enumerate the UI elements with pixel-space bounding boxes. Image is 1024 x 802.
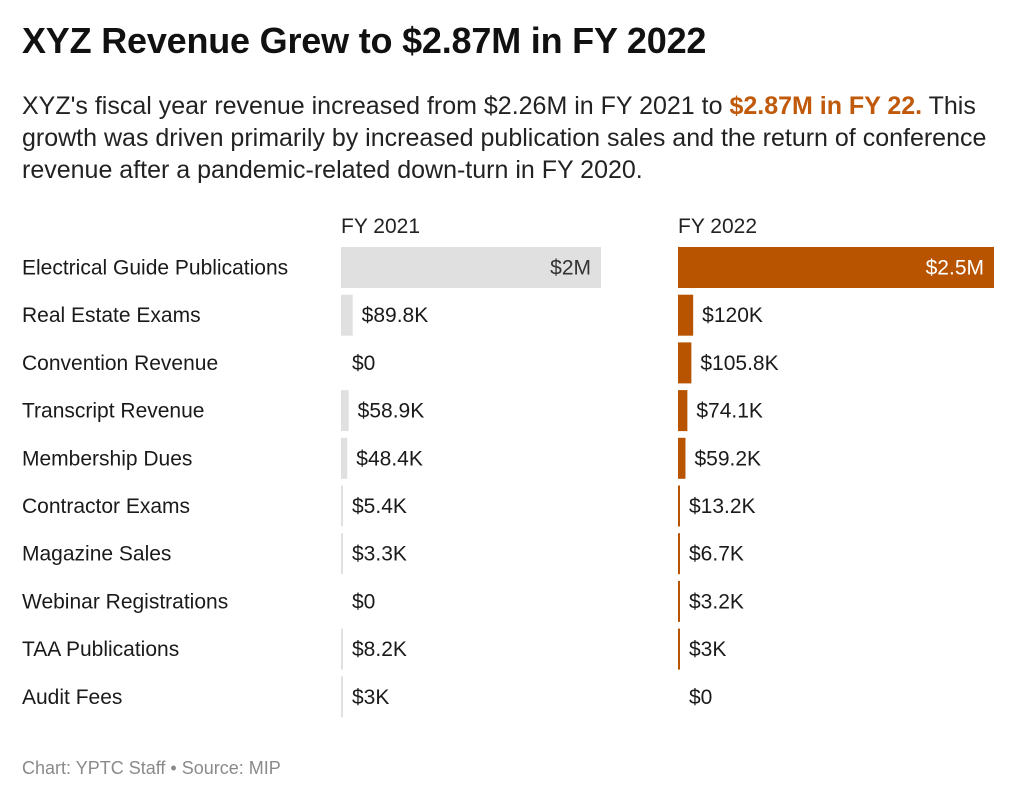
bar-fy-2022-magazine-sales	[678, 533, 680, 575]
value-label-fy-2022-contractor-exams: $13.2K	[689, 495, 756, 518]
chart-subtitle: XYZ's fiscal year revenue increased from…	[22, 90, 1002, 186]
footer-source: Source: MIP	[181, 758, 281, 778]
bar-fy-2021-transcript-revenue	[341, 390, 349, 432]
category-label-real-estate-exams: Real Estate Exams	[22, 304, 201, 327]
bar-fy-2021-taa-publications	[341, 628, 343, 670]
value-label-fy-2022-real-estate-exams: $120K	[702, 304, 763, 327]
category-label-taa-publications: TAA Publications	[22, 638, 179, 661]
category-label-transcript-revenue: Transcript Revenue	[22, 400, 204, 423]
column-header-fy-2022: FY 2022	[678, 215, 757, 238]
bar-fy-2021-real-estate-exams	[341, 294, 353, 336]
value-label-fy-2022-webinar-registrations: $3.2K	[689, 590, 744, 613]
value-label-fy-2021-magazine-sales: $3.3K	[352, 543, 407, 566]
value-label-fy-2022-taa-publications: $3K	[689, 638, 726, 661]
value-label-fy-2021-real-estate-exams: $89.8K	[362, 304, 429, 327]
bar-fy-2021-membership-dues	[341, 437, 348, 479]
bar-chart: FY 2021 FY 2022 Electrical Guide Publicati…	[22, 215, 994, 718]
value-label-fy-2021-convention-revenue: $0	[352, 352, 375, 375]
category-label-webinar-registrations: Webinar Registrations	[22, 590, 228, 613]
column-header-fy-2021: FY 2021	[341, 215, 420, 238]
category-label-magazine-sales: Magazine Sales	[22, 543, 171, 566]
bar-fy-2022-real-estate-exams	[678, 294, 694, 336]
value-label-fy-2022-membership-dues: $59.2K	[694, 447, 761, 470]
bar-fy-2022-contractor-exams	[678, 485, 680, 527]
category-label-electrical-guide-publications: Electrical Guide Publications	[22, 257, 288, 280]
value-label-fy-2021-electrical-guide-publications: $2M	[550, 257, 591, 280]
bar-fy-2021-contractor-exams	[341, 485, 343, 527]
bar-fy-2022-webinar-registrations	[678, 580, 680, 622]
value-label-fy-2022-convention-revenue: $105.8K	[700, 352, 778, 375]
subtitle-text-1: XYZ's fiscal year revenue increased from…	[22, 92, 730, 120]
chart-footer: Chart: YPTC Staff • Source: MIP	[22, 758, 281, 779]
value-label-fy-2021-membership-dues: $48.4K	[356, 447, 423, 470]
subtitle-text-2: This growth was driven primarily by incr…	[22, 92, 987, 184]
value-label-fy-2021-webinar-registrations: $0	[352, 590, 375, 613]
category-label-contractor-exams: Contractor Exams	[22, 495, 190, 518]
category-label-audit-fees: Audit Fees	[22, 686, 122, 709]
bar-fy-2021-magazine-sales	[341, 533, 343, 575]
subtitle-highlight: $2.87M in FY 22.	[729, 92, 923, 120]
value-label-fy-2022-audit-fees: $0	[689, 686, 712, 709]
value-label-fy-2022-transcript-revenue: $74.1K	[696, 400, 763, 423]
category-label-convention-revenue: Convention Revenue	[22, 352, 218, 375]
value-label-fy-2021-contractor-exams: $5.4K	[352, 495, 407, 518]
footer-credit: Chart: YPTC Staff	[22, 758, 166, 778]
category-label-membership-dues: Membership Dues	[22, 447, 192, 470]
value-label-fy-2021-taa-publications: $8.2K	[352, 638, 407, 661]
value-label-fy-2021-audit-fees: $3K	[352, 686, 389, 709]
value-label-fy-2021-transcript-revenue: $58.9K	[358, 400, 425, 423]
bar-fy-2022-convention-revenue	[678, 342, 692, 384]
bar-fy-2022-taa-publications	[678, 628, 680, 670]
bar-fy-2022-transcript-revenue	[678, 390, 688, 432]
value-label-fy-2022-electrical-guide-publications: $2.5M	[926, 257, 984, 280]
chart-title: XYZ Revenue Grew to $2.87M in FY 2022	[22, 20, 707, 61]
bar-fy-2022-membership-dues	[678, 437, 686, 479]
value-label-fy-2022-magazine-sales: $6.7K	[689, 543, 744, 566]
bar-fy-2021-audit-fees	[341, 676, 343, 718]
bar-fy-2021-electrical-guide-publications	[341, 247, 601, 288]
bar-fy-2022-electrical-guide-publications	[678, 247, 994, 288]
footer-separator: •	[165, 758, 182, 778]
